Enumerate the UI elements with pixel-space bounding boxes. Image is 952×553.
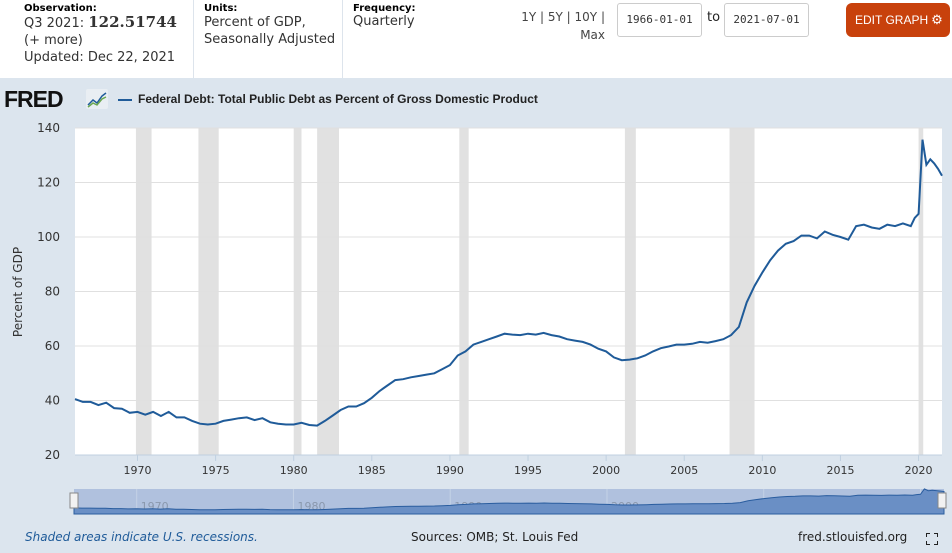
units-block: Units: Percent of GDP, Seasonally Adjust… <box>194 0 343 78</box>
x-tick-label: 2020 <box>905 464 933 477</box>
y-tick-label: 60 <box>45 339 60 353</box>
observation-period: Q3 2021: <box>24 16 85 31</box>
navigator-handle-left[interactable] <box>69 492 79 509</box>
end-date-input[interactable]: 2021-07-01 <box>724 3 809 37</box>
x-tick-label: 1980 <box>280 464 308 477</box>
x-tick-label: 2000 <box>592 464 620 477</box>
header-bar: Observation: Q3 2021: 122.51744 (+ more)… <box>0 0 952 78</box>
x-tick-label: 1995 <box>514 464 542 477</box>
x-tick-label: 1985 <box>358 464 386 477</box>
x-tick-label: 2010 <box>748 464 776 477</box>
units-label: Units: <box>204 3 238 14</box>
y-tick-label: 80 <box>45 285 60 299</box>
more-link[interactable]: (+ more) <box>24 33 83 48</box>
updated-date: Updated: Dec 22, 2021 <box>24 50 176 65</box>
navigator-area <box>73 488 945 515</box>
edit-graph-button[interactable]: EDIT GRAPH ⚙ <box>846 3 950 37</box>
fullscreen-icon[interactable] <box>926 533 938 545</box>
x-tick-label: 2005 <box>670 464 698 477</box>
x-tick-label: 1975 <box>202 464 230 477</box>
legend-swatch <box>118 99 132 101</box>
frequency-block: Frequency: Quarterly <box>343 0 416 78</box>
fred-graph-icon <box>86 89 108 109</box>
x-tick-label: 1990 <box>436 464 464 477</box>
chart-title: Federal Debt: Total Public Debt as Perce… <box>138 92 538 106</box>
y-tick-label: 20 <box>45 448 60 462</box>
fred-logo[interactable]: FRED <box>4 86 64 112</box>
to-label: to <box>707 10 721 25</box>
site-link[interactable]: fred.stlouisfed.org <box>798 530 908 544</box>
x-tick-label: 1970 <box>123 464 151 477</box>
observation-value: 122.51744 <box>88 13 177 31</box>
x-tick-label: 2015 <box>826 464 854 477</box>
observation-value-line: Q3 2021: 122.51744 <box>24 14 193 32</box>
y-tick-label: 120 <box>37 176 60 190</box>
range-1y[interactable]: 1Y <box>521 10 537 24</box>
frequency-label: Frequency: <box>353 3 416 14</box>
units-line-1: Percent of GDP, <box>204 15 306 30</box>
y-axis-label: Percent of GDP <box>11 247 25 337</box>
y-tick-label: 100 <box>37 230 60 244</box>
gear-icon: ⚙ <box>931 12 943 27</box>
range-max[interactable]: Max <box>580 28 605 42</box>
series-line <box>74 139 943 427</box>
y-tick-label: 40 <box>45 394 60 408</box>
y-tick-label: 140 <box>37 121 60 135</box>
observation-label: Observation: <box>24 3 97 14</box>
start-date-input[interactable]: 1966-01-01 <box>617 3 702 37</box>
units-line-2: Seasonally Adjusted <box>204 32 336 47</box>
edit-graph-label: EDIT GRAPH <box>855 13 929 27</box>
observation-block: Observation: Q3 2021: 122.51744 (+ more)… <box>0 0 194 78</box>
sources: Sources: OMB; St. Louis Fed <box>411 530 579 544</box>
range-selector: 1Y | 5Y | 10Y | Max <box>521 10 605 42</box>
range-10y[interactable]: 10Y <box>574 10 598 24</box>
frequency-value: Quarterly <box>353 14 415 29</box>
recession-note: Shaded areas indicate U.S. recessions. <box>25 530 258 544</box>
navigator-handle-right[interactable] <box>937 492 947 509</box>
range-5y[interactable]: 5Y <box>547 10 563 24</box>
